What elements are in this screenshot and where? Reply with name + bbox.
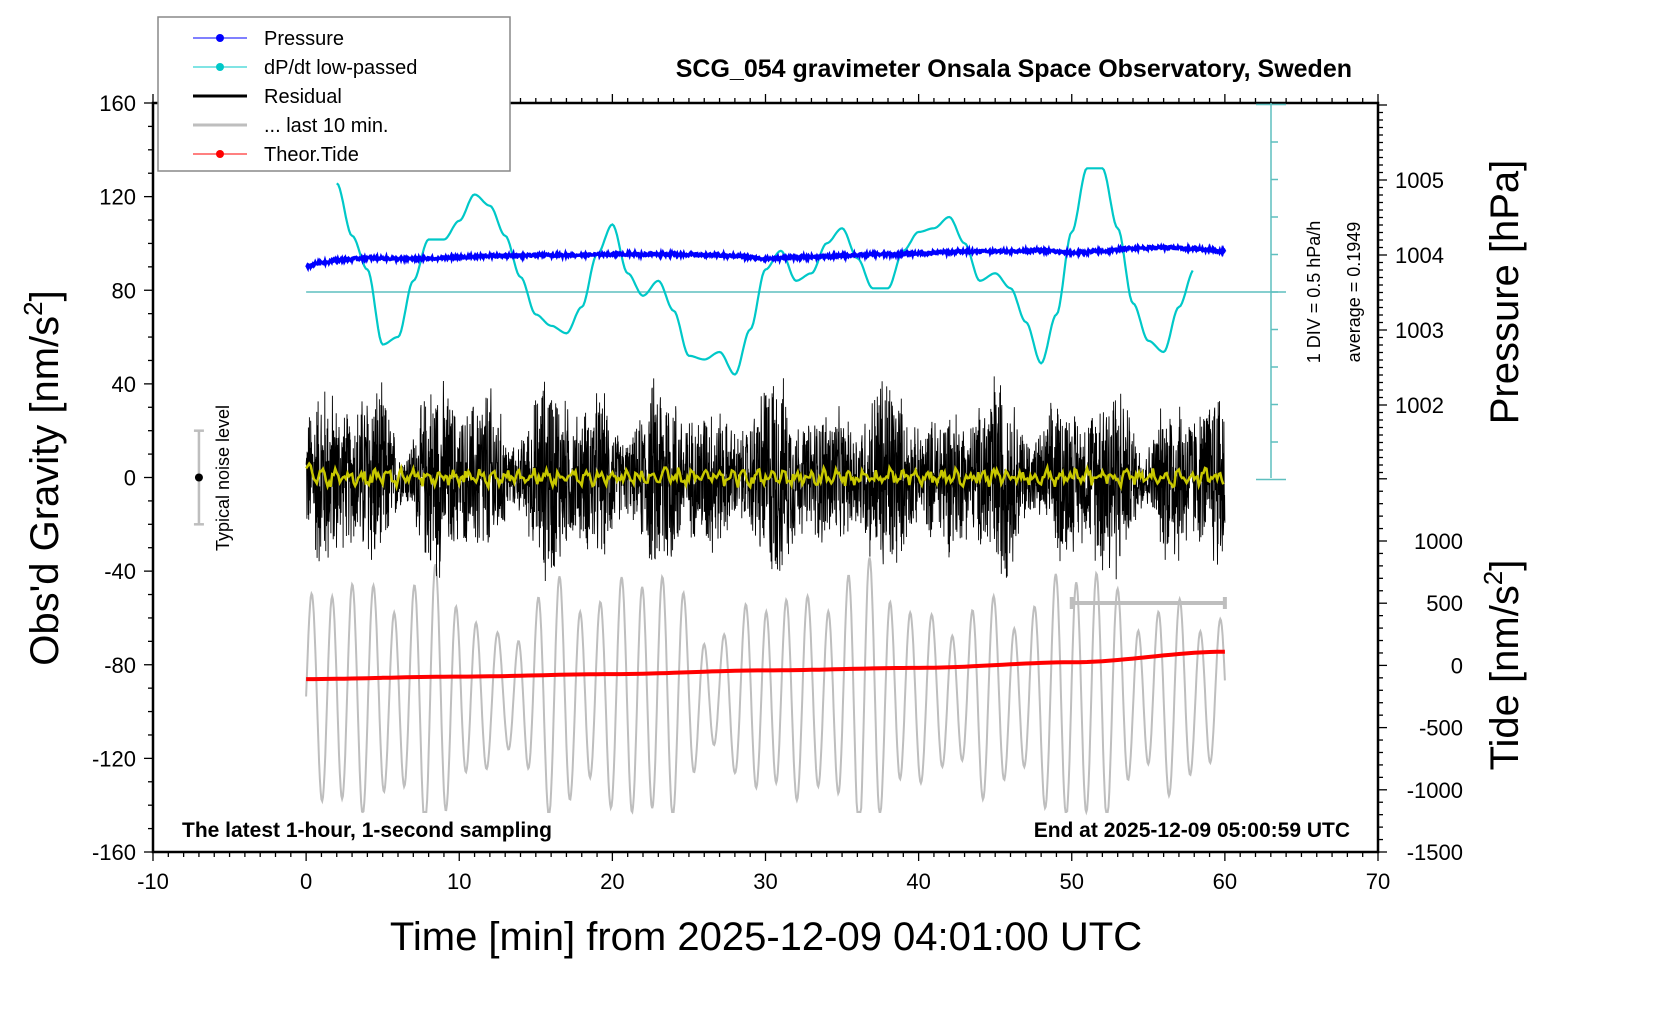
tide-tick-label: 0 bbox=[1451, 653, 1463, 678]
series-dpdt-lowpassed bbox=[336, 167, 1194, 376]
y-left-tick-label: 120 bbox=[99, 185, 136, 210]
y-left-tick-labels: 160 120 80 40 0 -40 -80 -120 -160 bbox=[92, 91, 136, 865]
series-last-10-min bbox=[305, 557, 1226, 816]
tide-tick-labels: 1000 500 0 -500 -1000 -1500 bbox=[1407, 529, 1463, 865]
tide-tick-label: 500 bbox=[1426, 591, 1463, 616]
residual-lowpassed-line bbox=[305, 461, 1225, 492]
dpdt-line bbox=[336, 167, 1194, 376]
legend-box bbox=[157, 16, 511, 172]
pressure-tick-label: 1005 bbox=[1395, 168, 1444, 193]
typical-noise-bar bbox=[193, 429, 204, 526]
series-residual-lowpassed bbox=[305, 461, 1225, 492]
annotation-sampling: The latest 1-hour, 1-second sampling bbox=[182, 819, 552, 842]
pressure-line bbox=[305, 241, 1227, 273]
y-left-axis-title: Obs'd Gravity [nm/s2] bbox=[18, 290, 67, 666]
last-10-min-bracket bbox=[1069, 597, 1227, 609]
y-left-tick-label: 80 bbox=[112, 278, 136, 303]
tide-tick-label: -1500 bbox=[1407, 840, 1463, 865]
y-right-pressure-title: Pressure [hPa] bbox=[1483, 160, 1527, 425]
theor-tide-line bbox=[306, 649, 1225, 682]
legend-swatch-marker bbox=[216, 63, 224, 71]
pressure-tick-labels: 1005 1004 1003 1002 bbox=[1395, 168, 1444, 418]
last-10-min-line bbox=[305, 557, 1226, 816]
y-left-title-sup: 2 bbox=[18, 301, 48, 315]
tide-title-end: ] bbox=[1483, 560, 1527, 571]
tide-title-sup: 2 bbox=[1478, 571, 1508, 585]
legend: Pressure dP/dt low-passed Residual ... last… bbox=[157, 16, 511, 172]
tide-tick-label: -1000 bbox=[1407, 778, 1463, 803]
noise-bar-center-dot bbox=[194, 473, 203, 482]
legend-swatch-marker bbox=[216, 34, 224, 42]
legend-label: ... last 10 min. bbox=[264, 115, 389, 137]
y-left-tick-label: 40 bbox=[112, 372, 136, 397]
x-tick-label: 60 bbox=[1213, 869, 1237, 894]
legend-swatch-marker bbox=[216, 150, 224, 158]
series-residual bbox=[305, 376, 1226, 582]
y-left-tick-label: 0 bbox=[124, 466, 136, 491]
tide-tick-label: 1000 bbox=[1414, 529, 1463, 554]
x-axis-title: Time [min] from 2025-12-09 04:01:00 UTC bbox=[390, 915, 1142, 959]
series-pressure bbox=[305, 241, 1227, 273]
noise-label: Typical noise level bbox=[213, 405, 233, 551]
legend-label: Theor.Tide bbox=[264, 144, 359, 166]
y-left-tick-label: 160 bbox=[99, 91, 136, 116]
x-tick-label: 70 bbox=[1366, 869, 1390, 894]
x-tick-label: 50 bbox=[1060, 869, 1084, 894]
y-left-tick-label: -40 bbox=[104, 559, 136, 584]
x-tick-label: 0 bbox=[300, 869, 312, 894]
tide-tick-label: -500 bbox=[1419, 716, 1463, 741]
x-tick-label: 10 bbox=[447, 869, 471, 894]
legend-label: dP/dt low-passed bbox=[264, 57, 417, 79]
y-left-tick-label: -80 bbox=[104, 653, 136, 678]
y-left-tick-label: -160 bbox=[92, 840, 136, 865]
x-tick-label: 30 bbox=[753, 869, 777, 894]
legend-label: Pressure bbox=[264, 28, 344, 50]
x-tick-label: 40 bbox=[906, 869, 930, 894]
annotation-end-time: End at 2025-12-09 05:00:59 UTC bbox=[1034, 819, 1350, 842]
y-right-tide-title: Tide [nm/s2] bbox=[1478, 560, 1527, 771]
dpdt-div-label: 1 DIV = 0.5 hPa/h bbox=[1304, 221, 1324, 364]
y-left-title-main: Obs'd Gravity [nm/s bbox=[23, 316, 67, 666]
y-left-title-end: ] bbox=[23, 290, 67, 301]
dpdt-average-label: average = 0.1949 bbox=[1344, 222, 1364, 363]
pressure-tick-label: 1003 bbox=[1395, 318, 1444, 343]
y-left-tick-label: -120 bbox=[92, 746, 136, 771]
x-tick-label: -10 bbox=[137, 869, 169, 894]
residual-line bbox=[305, 376, 1226, 582]
tide-title-main: Tide [nm/s bbox=[1483, 585, 1527, 770]
pressure-tick-label: 1002 bbox=[1395, 393, 1444, 418]
x-tick-label: 20 bbox=[600, 869, 624, 894]
series-theor-tide bbox=[306, 649, 1225, 682]
legend-label: Residual bbox=[264, 86, 342, 108]
x-tick-labels: -10 0 10 20 30 40 50 60 70 bbox=[137, 869, 1390, 894]
dpdt-scale bbox=[306, 103, 1286, 481]
pressure-tick-label: 1004 bbox=[1395, 243, 1444, 268]
chart-title: SCG_054 gravimeter Onsala Space Observat… bbox=[676, 55, 1352, 83]
